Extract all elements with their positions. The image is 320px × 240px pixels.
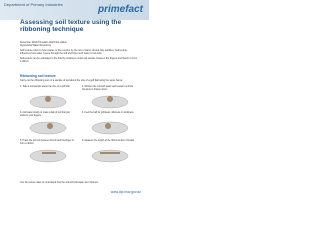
- step: 3. Add water slowly to make a ball of so…: [20, 112, 70, 117]
- illustration: [91, 121, 129, 135]
- lead: Carry out the ribboning test on a sample…: [20, 79, 123, 82]
- step: 1. Take a soil sample about the size of …: [20, 86, 71, 88]
- section-heading: Ribboning soil texture: [20, 74, 56, 78]
- illustration: [91, 95, 129, 109]
- illustration: [91, 149, 129, 163]
- meta-line: Agricultural Water Resources: [20, 44, 51, 47]
- url: www.dpi.nsw.gov.au: [110, 190, 141, 194]
- footer-note: Use the texture class to understand how …: [20, 182, 99, 184]
- header-band: [0, 0, 149, 20]
- illustration: [29, 121, 67, 135]
- title: Assessing soil texture using the ribboni…: [20, 19, 122, 34]
- step: 5. Press the soil out between thumb and …: [20, 140, 74, 145]
- meta-line: December 2014 Primefact 1402 First editi…: [20, 41, 67, 44]
- brand: primefact: [97, 4, 143, 15]
- paragraph: Soil texture can be estimated in the fie…: [20, 56, 138, 63]
- step: 4. Feel the ball for grittiness, silkine…: [82, 112, 135, 114]
- illustration: [29, 149, 67, 163]
- page: {"header": {"org": "Department of Primar…: [0, 0, 149, 198]
- step: 2. Moisten the soil with water and knead…: [82, 86, 134, 91]
- step: 6. Measure the length of the ribbon befo…: [82, 140, 135, 142]
- meta: December 2014 Primefact 1402 First editi…: [20, 41, 138, 47]
- illustration: [29, 95, 67, 109]
- org-name: Department of Primary Industries: [4, 2, 63, 7]
- paragraph: Soil texture refers to how coarse or fin…: [20, 49, 127, 55]
- intro: Soil texture refers to how coarse or fin…: [20, 49, 138, 64]
